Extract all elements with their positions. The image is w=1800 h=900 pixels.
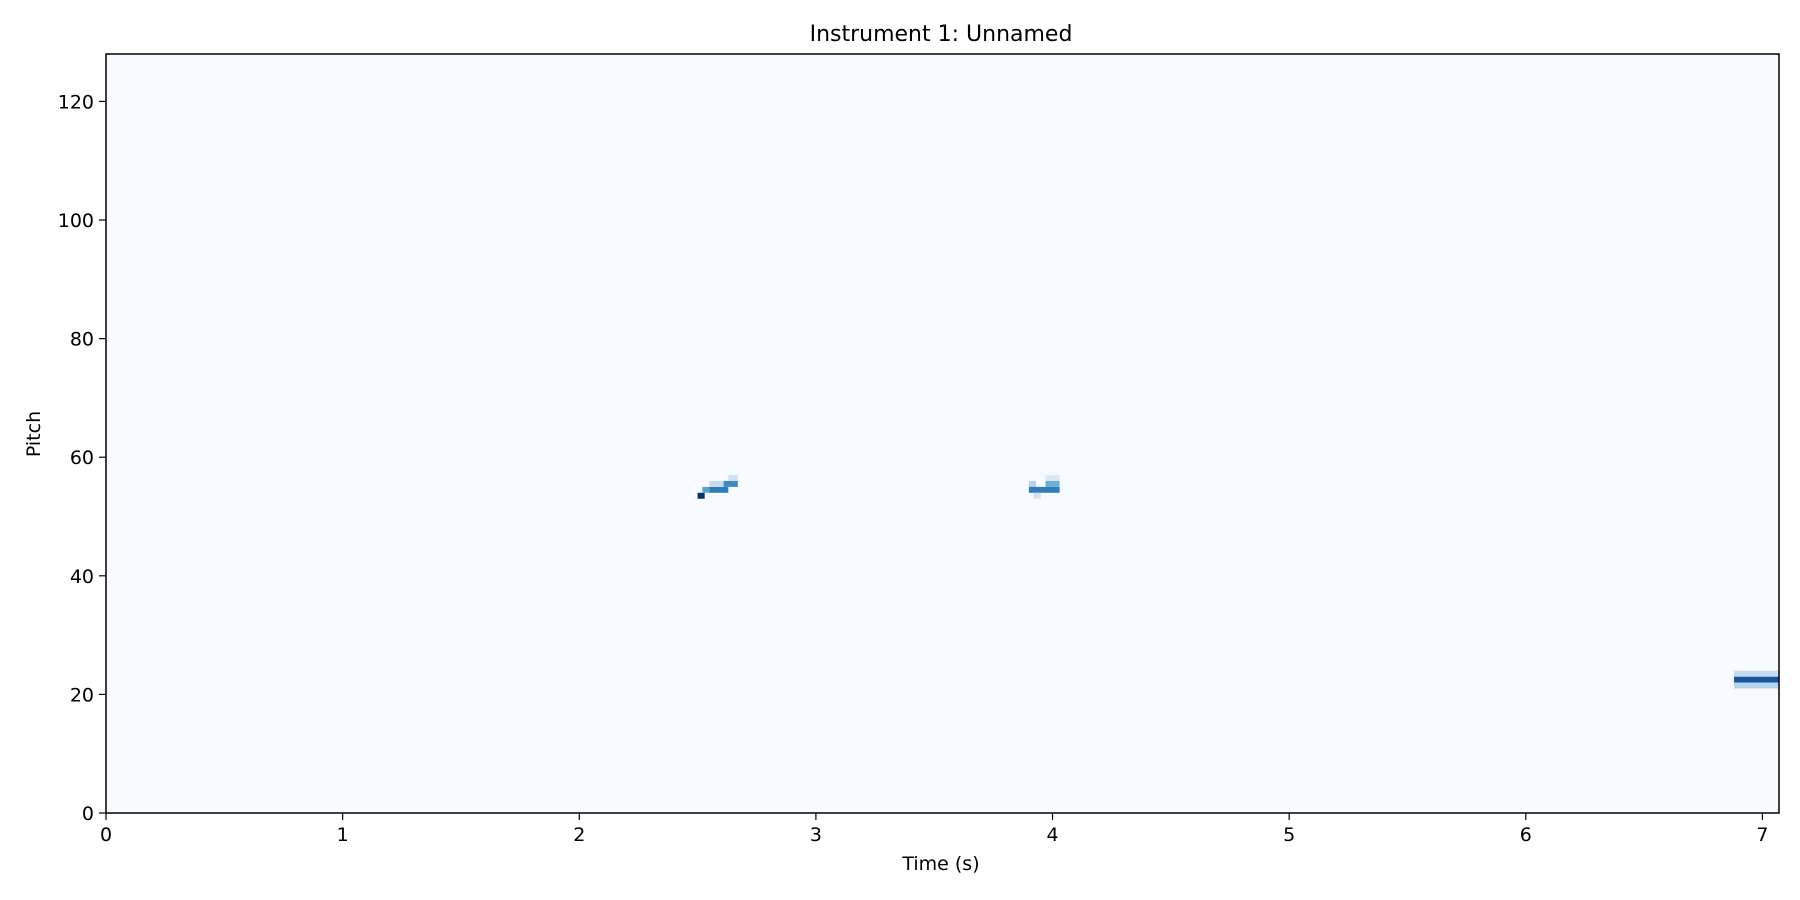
note-cell — [709, 486, 729, 493]
x-axis: 0 1 2 3 4 5 6 7 — [100, 813, 1768, 846]
note-cell — [1734, 682, 1779, 689]
note-cell — [709, 480, 729, 487]
note-cell — [1033, 492, 1041, 499]
note-cell — [1045, 475, 1060, 481]
note-cell — [1734, 676, 1779, 683]
plot-background — [106, 54, 1779, 813]
plot-frame — [105, 53, 1780, 814]
note-cell — [697, 492, 705, 499]
note-cell — [1734, 670, 1779, 677]
y-tick-label: 20 — [70, 684, 94, 706]
y-axis: 0 20 40 60 80 100 120 — [58, 91, 106, 825]
x-tick-label: 5 — [1283, 824, 1295, 846]
x-tick-label: 3 — [810, 824, 822, 846]
y-tick-label: 100 — [58, 210, 94, 232]
note-cell — [723, 480, 738, 487]
note-cell — [1028, 480, 1036, 487]
x-tick-label: 4 — [1046, 824, 1058, 846]
x-tick-label: 7 — [1756, 824, 1768, 846]
y-tick-label: 120 — [58, 91, 94, 113]
notes-layer — [697, 475, 1779, 689]
y-tick-label: 0 — [82, 803, 94, 825]
x-tick-label: 2 — [573, 824, 585, 846]
y-axis-title: Pitch — [23, 411, 45, 457]
x-axis-title: Time (s) — [901, 853, 979, 875]
x-tick-label: 6 — [1520, 824, 1532, 846]
note-cell — [728, 475, 738, 481]
note-cell — [702, 486, 710, 493]
note-cell — [1028, 486, 1060, 493]
x-tick-label: 1 — [337, 824, 349, 846]
chart-title: Instrument 1: Unnamed — [810, 22, 1073, 47]
y-tick-label: 40 — [70, 566, 94, 588]
x-tick-label: 0 — [100, 824, 112, 846]
note-cell — [1045, 480, 1060, 487]
y-tick-label: 80 — [70, 329, 94, 351]
y-tick-label: 60 — [70, 447, 94, 469]
